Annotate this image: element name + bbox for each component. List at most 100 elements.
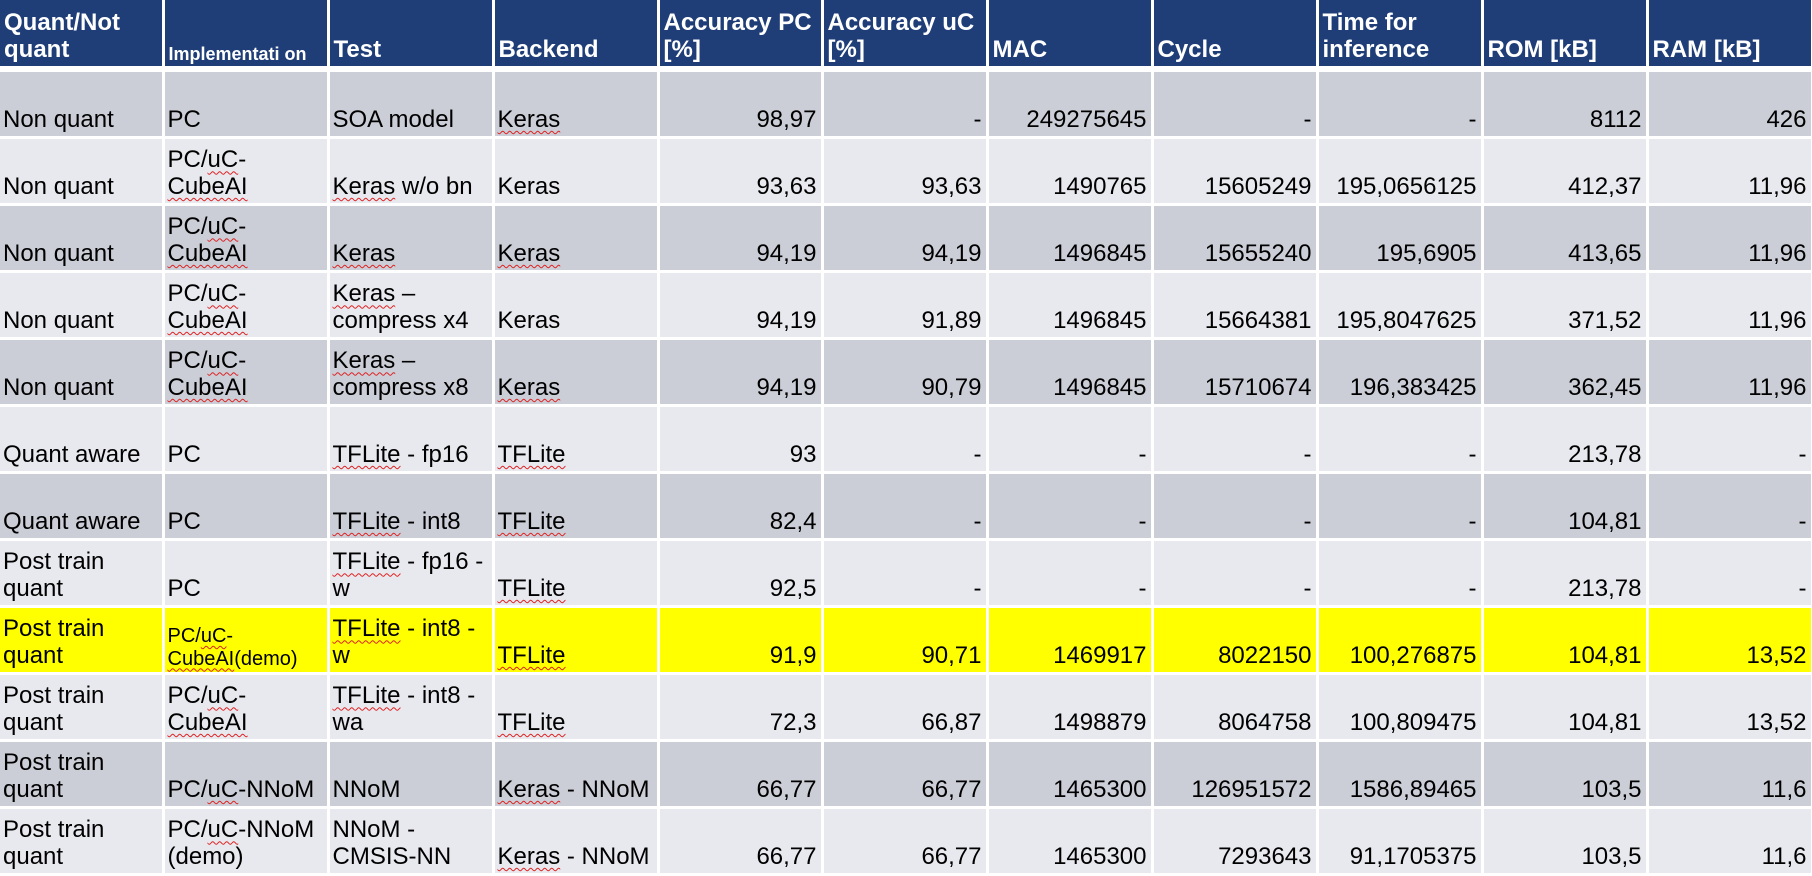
- cell-accuracy-uc: 91,89: [822, 271, 989, 340]
- cell-accuracy-uc: 66,77: [822, 740, 989, 809]
- cell-implementation: PC/uC-NNoM: [163, 740, 330, 809]
- header-rom: ROM [kB]: [1482, 0, 1649, 72]
- cell-quant: Post train quant: [0, 740, 165, 809]
- cell-mac: -: [987, 539, 1154, 608]
- header-accuracy-pc: Accuracy PC [%]: [658, 0, 824, 72]
- cell-implementation: PC/uC-CubeAI: [163, 137, 330, 206]
- cell-ram: 11,6: [1647, 807, 1812, 876]
- table-row: Post train quant PC/uC-CubeAI(demo) TFLite…: [0, 606, 1812, 675]
- cell-cycle: -: [1152, 539, 1319, 608]
- header-mac: MAC: [987, 0, 1154, 72]
- cell-time-for-inference: 196,383425: [1317, 338, 1484, 407]
- cell-mac: 1469917: [987, 606, 1154, 675]
- cell-rom: 213,78: [1482, 405, 1649, 474]
- cell-ram: 11,96: [1647, 204, 1812, 273]
- cell-accuracy-pc: 66,77: [658, 740, 824, 809]
- cell-accuracy-pc: 91,9: [658, 606, 824, 675]
- cell-quant: Non quant: [0, 204, 165, 273]
- cell-cycle: 126951572: [1152, 740, 1319, 809]
- cell-ram: 11,96: [1647, 271, 1812, 340]
- cell-time-for-inference: 195,6905: [1317, 204, 1484, 273]
- table-row: Quant aware PC TFLite - int8 TFLite 82,4- - - -…: [0, 472, 1812, 541]
- cell-cycle: -: [1152, 405, 1319, 474]
- header-test: Test: [328, 0, 495, 72]
- cell-cycle: -: [1152, 472, 1319, 541]
- cell-rom: 412,37: [1482, 137, 1649, 206]
- cell-accuracy-pc: 93,63: [658, 137, 824, 206]
- cell-time-for-inference: 195,0656125: [1317, 137, 1484, 206]
- table-row: Post train quant PC/uC-CubeAI TFLite - int…: [0, 673, 1812, 742]
- table-row: Post train quant PC/uC-NNoM NNoM Keras - NN…: [0, 740, 1812, 809]
- cell-time-for-inference: -: [1317, 405, 1484, 474]
- cell-accuracy-uc: 66,77: [822, 807, 989, 876]
- cell-ram: -: [1647, 405, 1812, 474]
- cell-backend: Keras - NNoM: [493, 807, 660, 876]
- cell-time-for-inference: 1586,89465: [1317, 740, 1484, 809]
- cell-quant: Quant aware: [0, 472, 165, 541]
- cell-quant: Quant aware: [0, 405, 165, 474]
- cell-mac: -: [987, 472, 1154, 541]
- cell-backend: Keras: [493, 137, 660, 206]
- cell-accuracy-pc: 98,97: [658, 69, 824, 139]
- cell-test: TFLite - fp16: [328, 405, 495, 474]
- cell-quant: Non quant: [0, 69, 165, 139]
- cell-accuracy-pc: 82,4: [658, 472, 824, 541]
- cell-mac: 1496845: [987, 204, 1154, 273]
- cell-cycle: 15605249: [1152, 137, 1319, 206]
- cell-backend: TFLite: [493, 673, 660, 742]
- cell-test: Keras w/o bn: [328, 137, 495, 206]
- cell-time-for-inference: -: [1317, 472, 1484, 541]
- cell-rom: 413,65: [1482, 204, 1649, 273]
- cell-time-for-inference: 195,8047625: [1317, 271, 1484, 340]
- table-body: Non quant PC SOA model Keras 98,97-249275645…: [0, 69, 1812, 876]
- cell-quant: Non quant: [0, 137, 165, 206]
- cell-ram: 13,52: [1647, 673, 1812, 742]
- cell-cycle: 8022150: [1152, 606, 1319, 675]
- cell-rom: 104,81: [1482, 606, 1649, 675]
- cell-ram: 426: [1647, 69, 1812, 139]
- cell-test: NNoM - CMSIS-NN: [328, 807, 495, 876]
- cell-accuracy-uc: 90,71: [822, 606, 989, 675]
- table-row: Post train quant PC/uC-NNoM (demo) NNoM - …: [0, 807, 1812, 876]
- cell-mac: 1496845: [987, 338, 1154, 407]
- cell-quant: Post train quant: [0, 539, 165, 608]
- cell-test: TFLite - fp16 - w: [328, 539, 495, 608]
- cell-implementation: PC: [163, 69, 330, 139]
- cell-implementation: PC/uC-CubeAI: [163, 338, 330, 407]
- cell-backend: Keras: [493, 69, 660, 139]
- cell-cycle: 7293643: [1152, 807, 1319, 876]
- cell-ram: 11,6: [1647, 740, 1812, 809]
- cell-backend: TFLite: [493, 539, 660, 608]
- table-row: Non quant PC SOA model Keras 98,97-249275645…: [0, 69, 1812, 139]
- cell-accuracy-uc: 66,87: [822, 673, 989, 742]
- cell-accuracy-uc: 90,79: [822, 338, 989, 407]
- cell-test: SOA model: [328, 69, 495, 139]
- cell-cycle: 15655240: [1152, 204, 1319, 273]
- cell-accuracy-pc: 66,77: [658, 807, 824, 876]
- table-row: Post train quant PC TFLite - fp16 - w TFLit…: [0, 539, 1812, 608]
- cell-accuracy-uc: -: [822, 472, 989, 541]
- header-row: Quant/Not quant Implementati on Test Bac…: [0, 0, 1812, 72]
- cell-quant: Non quant: [0, 338, 165, 407]
- cell-backend: TFLite: [493, 405, 660, 474]
- cell-accuracy-pc: 94,19: [658, 271, 824, 340]
- cell-test: Keras: [328, 204, 495, 273]
- cell-mac: 1490765: [987, 137, 1154, 206]
- cell-mac: 1498879: [987, 673, 1154, 742]
- cell-accuracy-uc: -: [822, 405, 989, 474]
- cell-accuracy-pc: 94,19: [658, 338, 824, 407]
- cell-test: Keras – compress x4: [328, 271, 495, 340]
- cell-rom: 362,45: [1482, 338, 1649, 407]
- cell-backend: TFLite: [493, 472, 660, 541]
- header-time-for-inference: Time for inference: [1317, 0, 1484, 72]
- cell-implementation: PC/uC-NNoM (demo): [163, 807, 330, 876]
- cell-cycle: -: [1152, 69, 1319, 139]
- cell-accuracy-uc: -: [822, 69, 989, 139]
- cell-implementation: PC: [163, 539, 330, 608]
- cell-cycle: 15664381: [1152, 271, 1319, 340]
- cell-test: TFLite - int8 - w: [328, 606, 495, 675]
- cell-mac: -: [987, 405, 1154, 474]
- cell-rom: 103,5: [1482, 807, 1649, 876]
- cell-test: Keras – compress x8: [328, 338, 495, 407]
